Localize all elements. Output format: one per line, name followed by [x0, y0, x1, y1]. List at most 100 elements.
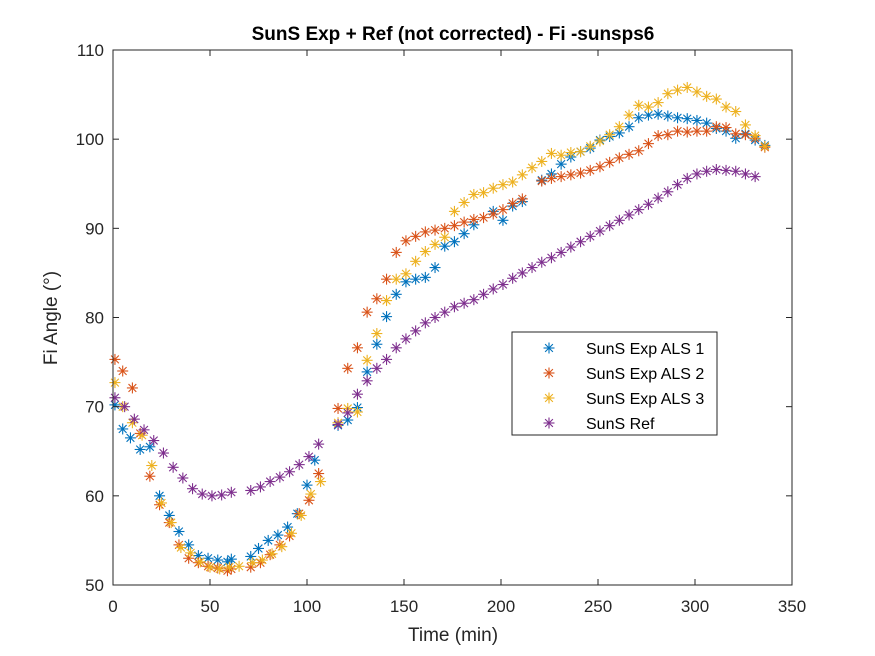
data-point — [497, 214, 509, 226]
data-point — [371, 328, 383, 340]
data-point — [749, 171, 761, 183]
data-point — [478, 288, 490, 300]
data-point — [351, 388, 363, 400]
data-point — [185, 547, 197, 559]
data-point — [117, 365, 129, 377]
data-point — [361, 354, 373, 366]
y-tick-label: 90 — [85, 219, 104, 238]
data-point — [196, 488, 208, 500]
data-point — [516, 267, 528, 279]
legend-label: SunS Ref — [586, 416, 655, 433]
data-point — [507, 176, 519, 188]
x-axis-ticks: 0 50 100 150 200 250 300 350 — [108, 50, 806, 616]
data-point — [739, 168, 751, 180]
data-point — [126, 417, 138, 429]
data-point — [138, 424, 150, 436]
data-point — [468, 213, 480, 225]
chart-title: SunS Exp + Ref (not corrected) - Fi -sun… — [252, 24, 655, 45]
data-point — [545, 252, 557, 264]
data-point — [351, 342, 363, 354]
data-point — [187, 483, 199, 495]
data-point — [284, 466, 296, 478]
data-point — [381, 353, 393, 365]
data-point — [710, 163, 722, 175]
y-axis-label: Fi Angle (°) — [41, 271, 62, 365]
data-point — [245, 561, 257, 573]
data-point — [212, 562, 224, 574]
legend-item: SunS Exp ALS 3 — [543, 391, 704, 408]
x-tick-label: 350 — [778, 597, 806, 616]
data-point — [381, 311, 393, 323]
data-point — [613, 152, 625, 164]
data-point — [204, 561, 216, 573]
x-tick-label: 0 — [108, 597, 117, 616]
data-point — [672, 84, 684, 96]
x-tick-label: 150 — [390, 597, 418, 616]
data-point — [305, 488, 317, 500]
data-point — [313, 438, 325, 450]
data-point — [429, 238, 441, 250]
data-point — [167, 461, 179, 473]
data-point — [256, 554, 268, 566]
data-point — [555, 246, 567, 258]
data-point — [272, 529, 284, 541]
legend-label: SunS Exp ALS 1 — [586, 341, 704, 358]
data-point — [390, 246, 402, 258]
data-point — [575, 236, 587, 248]
data-point — [642, 138, 654, 150]
data-point — [555, 171, 567, 183]
data-point — [487, 283, 499, 295]
data-point — [759, 140, 771, 152]
data-point — [478, 187, 490, 199]
data-point — [361, 306, 373, 318]
data-point — [119, 401, 131, 413]
legend-marker — [543, 417, 555, 429]
data-point — [303, 451, 315, 463]
data-point — [400, 333, 412, 345]
data-point — [301, 479, 313, 491]
data-point — [282, 521, 294, 533]
legend-label: SunS Exp ALS 3 — [586, 391, 704, 408]
data-point — [652, 192, 664, 204]
data-point — [206, 490, 218, 502]
data-point — [212, 554, 224, 566]
data-point — [175, 542, 187, 554]
data-point — [371, 293, 383, 305]
data-point — [604, 220, 616, 232]
data-point — [194, 556, 206, 568]
data-point — [262, 534, 274, 546]
data-point — [109, 353, 121, 365]
data-point — [274, 471, 286, 483]
data-point — [429, 224, 441, 236]
data-point — [216, 489, 228, 501]
data-point — [739, 129, 751, 141]
data-point — [507, 197, 519, 209]
data-point — [117, 423, 129, 435]
data-point — [604, 156, 616, 168]
data-point — [691, 114, 703, 126]
data-point — [536, 256, 548, 268]
data-point — [245, 484, 257, 496]
data-point — [633, 204, 645, 216]
data-point — [584, 140, 596, 152]
data-point — [458, 196, 470, 208]
data-point — [584, 164, 596, 176]
data-point — [526, 162, 538, 174]
data-point — [295, 509, 307, 521]
data-point — [293, 459, 305, 471]
data-point — [410, 230, 422, 242]
data-point — [575, 146, 587, 158]
data-point — [124, 432, 136, 444]
data-point — [381, 295, 393, 307]
data-point — [662, 129, 674, 141]
data-point — [691, 125, 703, 137]
data-point — [156, 497, 167, 509]
data-point — [109, 377, 121, 389]
y-axis-ticks: 50 60 70 80 90 100 110 — [76, 41, 792, 595]
data-point — [497, 279, 509, 291]
data-point — [361, 366, 373, 378]
data-point — [478, 212, 490, 224]
data-point — [448, 236, 460, 248]
data-point — [342, 362, 354, 374]
data-point — [144, 470, 156, 482]
